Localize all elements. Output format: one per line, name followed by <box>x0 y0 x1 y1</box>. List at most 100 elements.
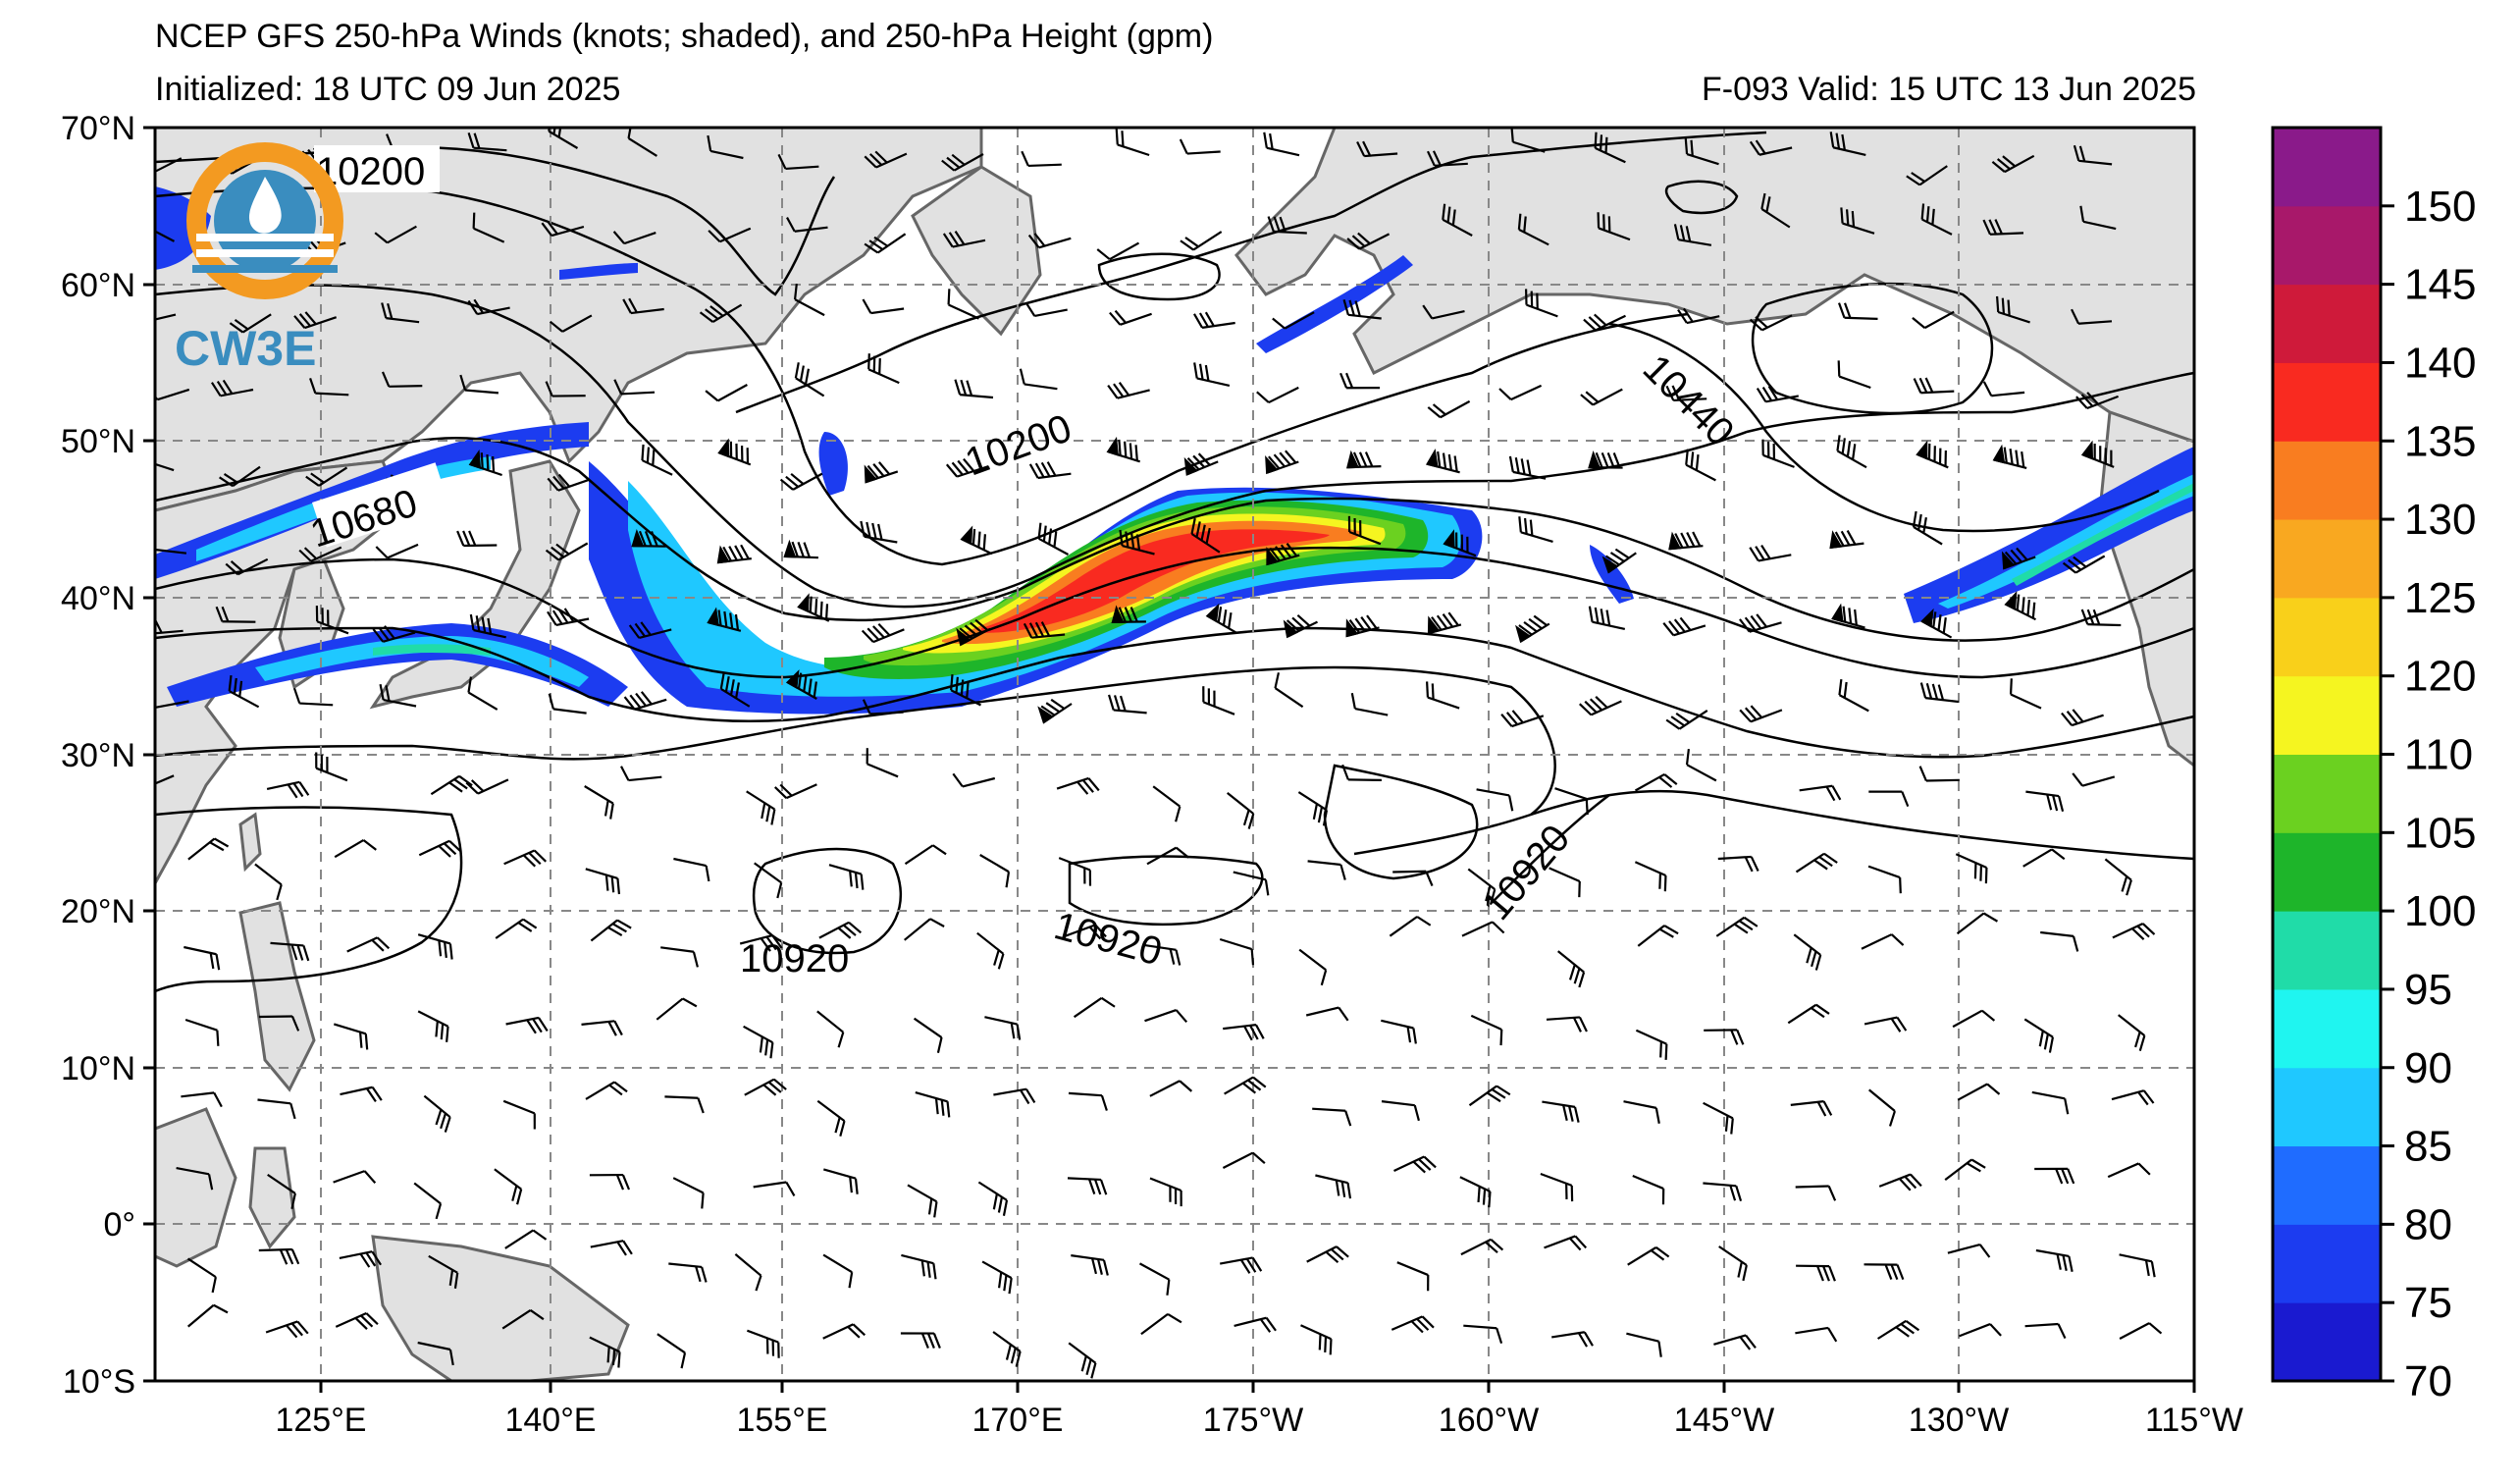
wind-barb-feather <box>305 475 320 487</box>
wind-barb-feather <box>548 693 554 710</box>
wind-barb-shaft <box>870 307 905 315</box>
colorbar-swatch <box>2273 754 2381 833</box>
wind-barb-shaft <box>2022 848 2053 868</box>
wind-barb-feather <box>1760 192 1766 210</box>
wind-barb-feather <box>1568 1237 1582 1251</box>
wind-barb-shaft <box>1925 778 1960 782</box>
wind-barb-shaft <box>1838 375 1871 390</box>
wind-barb-feather <box>1118 382 1130 397</box>
wind-barb-feather <box>762 1084 777 1096</box>
wind-barb <box>1149 1177 1182 1207</box>
wind-barb-feather <box>2144 1259 2150 1277</box>
wind-barb-feather <box>1910 1173 1922 1188</box>
wind-barb-shaft <box>1274 687 1304 709</box>
wind-barb-feather <box>1442 452 1447 469</box>
wind-barb <box>1108 694 1147 715</box>
wind-barb-feather <box>1427 1275 1430 1292</box>
wind-barb-feather <box>612 231 625 244</box>
wind-barb <box>2111 1089 2155 1106</box>
wind-barb <box>1312 1107 1352 1127</box>
wind-barb-feather <box>729 441 733 457</box>
wind-barb <box>1685 749 1717 782</box>
wind-barb-feather <box>982 534 986 551</box>
wind-barb <box>1829 132 1866 156</box>
wind-barb-shaft <box>299 702 334 707</box>
wind-barb-feather <box>1437 450 1442 468</box>
wind-barb-feather <box>779 783 793 797</box>
wind-barb-feather <box>1650 1249 1665 1261</box>
wind-barb <box>1350 692 1389 716</box>
wind-barb <box>1760 192 1791 229</box>
wind-barb-feather <box>740 544 750 559</box>
wind-barb-feather <box>137 772 148 788</box>
wind-barb-feather <box>1175 1009 1188 1024</box>
wind-barb-feather <box>608 1084 623 1096</box>
wind-barb-feather <box>354 1317 368 1330</box>
wind-barb-feather <box>1436 614 1448 629</box>
wind-barb <box>270 941 310 962</box>
wind-barb-feather <box>932 1333 941 1349</box>
wind-barb-feather <box>942 233 954 248</box>
wind-barb-feather <box>541 222 552 237</box>
wind-barb-feather <box>1322 810 1329 826</box>
wind-barb-feather <box>1984 867 1988 884</box>
wind-barb-feather <box>955 676 959 694</box>
wind-barb-shaft <box>2010 693 2042 710</box>
wind-barb <box>1944 1158 1986 1181</box>
wind-barb <box>229 313 272 334</box>
wind-barb-feather <box>977 531 981 548</box>
wind-barb-feather <box>1846 530 1857 546</box>
wind-barb-feather <box>629 694 642 709</box>
wind-barb-shaft <box>623 232 656 245</box>
wind-barb <box>656 1333 687 1369</box>
wind-barb-feather <box>1755 139 1766 155</box>
wind-barb-feather <box>221 606 230 622</box>
wind-barb-shaft <box>315 392 349 397</box>
wind-barb-feather <box>1496 1085 1511 1096</box>
wind-barb-feather <box>607 926 623 936</box>
wind-barb-feather <box>951 461 964 476</box>
wind-barb-feather <box>1272 317 1286 330</box>
wind-barb <box>186 1303 229 1328</box>
wind-barb-feather <box>1665 385 1675 401</box>
wind-barb <box>1718 1245 1748 1282</box>
colorbar-swatch <box>2273 519 2381 599</box>
wind-barb <box>816 1010 845 1048</box>
wind-barb-feather <box>1838 678 1843 696</box>
wind-barb <box>861 622 905 644</box>
wind-barb-shaft <box>753 1181 787 1189</box>
wind-barb-feather <box>611 1349 616 1365</box>
colorbar-swatch <box>2273 441 2381 520</box>
wind-barb-feather <box>1273 216 1281 233</box>
valid-time: F-093 Valid: 15 UTC 13 Jun 2025 <box>1702 71 2196 108</box>
wind-barb <box>1298 948 1328 986</box>
wind-barb-feather <box>1594 132 1598 148</box>
wind-barb-feather <box>1027 234 1040 248</box>
wind-barb-feather <box>628 624 641 639</box>
wind-barb-feather <box>440 1113 447 1130</box>
wind-barb-shaft <box>948 303 979 320</box>
wind-barb-feather <box>1356 141 1366 157</box>
colorbar-swatch <box>2273 1145 2381 1225</box>
wind-barb-feather <box>934 1097 939 1115</box>
colorbar-label: 70 <box>2404 1357 2452 1405</box>
wind-barb-feather <box>222 379 234 395</box>
wind-barb <box>1508 455 1547 480</box>
wind-barb <box>2031 1090 2070 1115</box>
wind-barb-feather <box>207 1174 214 1191</box>
wind-barb-feather <box>1423 1155 1437 1169</box>
contour-10920-loop-2 <box>1068 855 1264 927</box>
wind-barb-feather <box>790 472 805 485</box>
wind-barb-feather <box>1829 132 1835 148</box>
wind-barb-feather <box>2078 145 2086 162</box>
lat-label-50n: 50°N <box>61 423 135 460</box>
wind-barb <box>1918 766 1960 782</box>
wind-barb-feather <box>1655 1246 1670 1258</box>
wind-barb-feather <box>1750 856 1759 873</box>
wind-barb <box>1627 1245 1670 1266</box>
wind-barb <box>254 863 283 901</box>
wind-barb-feather <box>1913 378 1922 394</box>
wind-barb <box>1142 943 1181 966</box>
wind-barb-feather <box>1169 1186 1172 1202</box>
wind-barb-feather <box>1335 1180 1340 1196</box>
